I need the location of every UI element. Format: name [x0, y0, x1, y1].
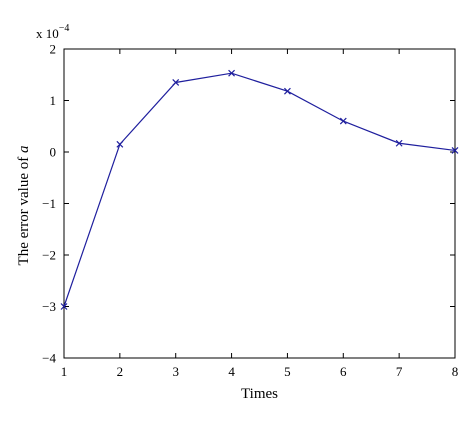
y-tick-label: −3 — [42, 299, 56, 314]
x-tick-label: 6 — [340, 364, 347, 379]
y-tick-label: 0 — [50, 145, 57, 160]
data-point-marker — [228, 69, 235, 77]
plot-area — [63, 48, 456, 359]
x-tick-label: 2 — [117, 364, 124, 379]
marker-stroke — [172, 79, 180, 86]
x-tick-label: 4 — [228, 364, 235, 379]
y-axis-label-text: The error value of — [16, 153, 32, 265]
x-tick-label: 7 — [396, 364, 403, 379]
data-point-marker — [395, 139, 403, 147]
marker-stroke — [116, 140, 124, 148]
series-layer — [60, 69, 459, 310]
x-axis: 1 2 3 4 5 6 7 8 — [61, 49, 459, 379]
marker-stroke — [451, 147, 459, 154]
data-point-marker — [60, 303, 68, 310]
y-scale-base: x 10 — [36, 26, 59, 41]
marker-stroke — [228, 69, 235, 77]
y-tick-label: −1 — [42, 196, 56, 211]
marker-stroke — [339, 117, 347, 125]
x-tick-label: 5 — [284, 364, 291, 379]
y-scale-multiplier: x 10−4 — [36, 23, 69, 41]
data-point-marker — [116, 140, 124, 148]
y-scale-exponent: −4 — [59, 23, 70, 34]
data-point-marker — [172, 79, 180, 86]
x-tick-label: 8 — [452, 364, 459, 379]
x-tick-label: 1 — [61, 364, 68, 379]
series-line — [63, 72, 456, 307]
y-axis-label-variable: a — [16, 146, 32, 154]
data-point-marker — [284, 87, 291, 95]
y-axis-label: The error value of a — [16, 146, 32, 266]
data-point-marker — [451, 147, 459, 154]
x-axis-label: Times — [241, 386, 278, 402]
y-tick-label: 2 — [50, 42, 57, 57]
marker-stroke — [284, 87, 291, 95]
y-tick-label: −4 — [42, 351, 56, 366]
y-tick-label: 1 — [50, 93, 57, 108]
marker-stroke — [395, 139, 403, 147]
data-point-marker — [339, 117, 347, 125]
marker-stroke — [60, 303, 68, 310]
y-axis: −4 −3 −2 −1 0 1 2 — [42, 42, 455, 366]
y-tick-label: −2 — [42, 248, 56, 263]
x-tick-label: 3 — [172, 364, 179, 379]
